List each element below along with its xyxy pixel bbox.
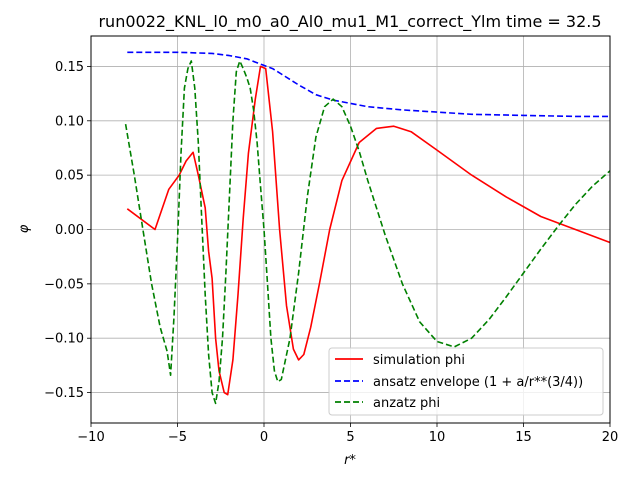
y-tick-label: 0.05 <box>55 169 84 184</box>
series-layer <box>124 51 611 405</box>
anzatz-phi-line <box>124 60 611 405</box>
y-axis-label: φ <box>17 224 32 233</box>
simulation-phi-line <box>126 65 611 396</box>
y-tick-label: 0.10 <box>55 114 84 129</box>
legend-box <box>328 347 604 416</box>
x-tick-label: 15 <box>515 430 532 445</box>
chart-title: run0022_KNL_l0_m0_a0_Al0_mu1_M1_correct_… <box>98 12 601 32</box>
legend: simulation phi ansatz envelope (1 + a/r*… <box>328 347 604 416</box>
x-tick-label: −5 <box>168 430 187 445</box>
y-tick-label: 0.15 <box>55 60 84 75</box>
y-tick-label: 0.00 <box>55 223 84 238</box>
legend-label-simulation: simulation phi <box>373 353 465 368</box>
axis-ticks: −10 −5 0 5 10 15 20 −0.15 −0.10 −0.05 0.00 0.05 0.10… <box>44 60 618 445</box>
x-axis-label: r* <box>344 453 356 468</box>
x-tick-label: 0 <box>260 430 268 445</box>
legend-label-anzatz: anzatz phi <box>373 396 440 411</box>
y-tick-label: −0.15 <box>44 386 84 401</box>
grid <box>90 36 611 423</box>
x-tick-label: −10 <box>77 430 104 445</box>
y-tick-label: −0.05 <box>44 277 84 292</box>
x-tick-label: 20 <box>602 430 619 445</box>
x-tick-label: 10 <box>429 430 446 445</box>
legend-label-envelope: ansatz envelope (1 + a/r**(3/4)) <box>373 375 583 390</box>
x-tick-label: 5 <box>346 430 354 445</box>
y-tick-label: −0.10 <box>44 332 84 347</box>
